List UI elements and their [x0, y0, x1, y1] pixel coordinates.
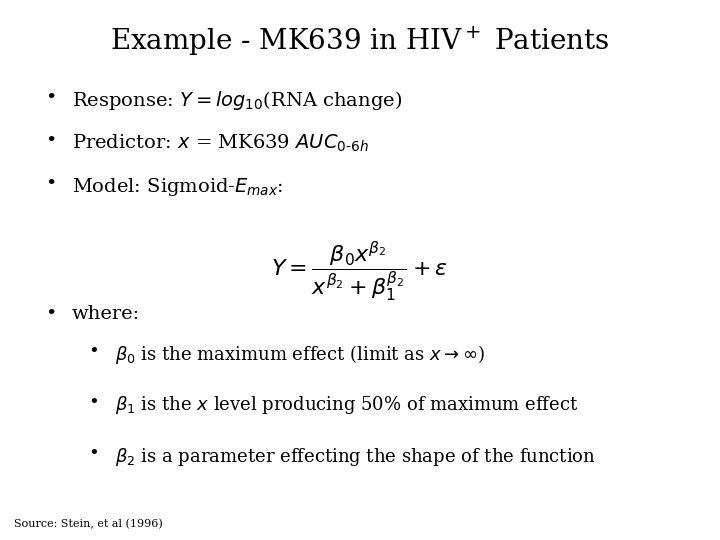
Text: $\beta_2$ is a parameter effecting the shape of the function: $\beta_2$ is a parameter effecting the s… — [115, 446, 596, 468]
Text: Response: $Y = \mathit{log}_{10}$(RNA change): Response: $Y = \mathit{log}_{10}$(RNA ch… — [72, 89, 402, 112]
Text: •: • — [45, 305, 56, 323]
Text: Predictor: $x$ = MK639 $\mathit{AUC}_{0\text{-}6h}$: Predictor: $x$ = MK639 $\mathit{AUC}_{0\… — [72, 132, 369, 153]
Text: •: • — [89, 394, 99, 412]
Text: $Y = \dfrac{\beta_0 x^{\beta_2}}{x^{\beta_2} + \beta_1^{\beta_2}} + \varepsilon$: $Y = \dfrac{\beta_0 x^{\beta_2}}{x^{\bet… — [271, 240, 449, 305]
Text: •: • — [45, 132, 56, 150]
Text: •: • — [89, 446, 99, 463]
Text: Model: Sigmoid-$E_{max}$:: Model: Sigmoid-$E_{max}$: — [72, 176, 284, 198]
Text: $\beta_1$ is the $x$ level producing 50% of maximum effect: $\beta_1$ is the $x$ level producing 50%… — [115, 394, 579, 416]
Text: Example - MK639 in HIV$^+$ Patients: Example - MK639 in HIV$^+$ Patients — [110, 24, 610, 58]
Text: where:: where: — [72, 305, 140, 323]
Text: Source: Stein, et al (1996): Source: Stein, et al (1996) — [14, 519, 163, 529]
Text: •: • — [45, 176, 56, 193]
Text: •: • — [45, 89, 56, 107]
Text: •: • — [89, 343, 99, 361]
Text: $\beta_0$ is the maximum effect (limit as $x\rightarrow\infty$): $\beta_0$ is the maximum effect (limit a… — [115, 343, 485, 366]
